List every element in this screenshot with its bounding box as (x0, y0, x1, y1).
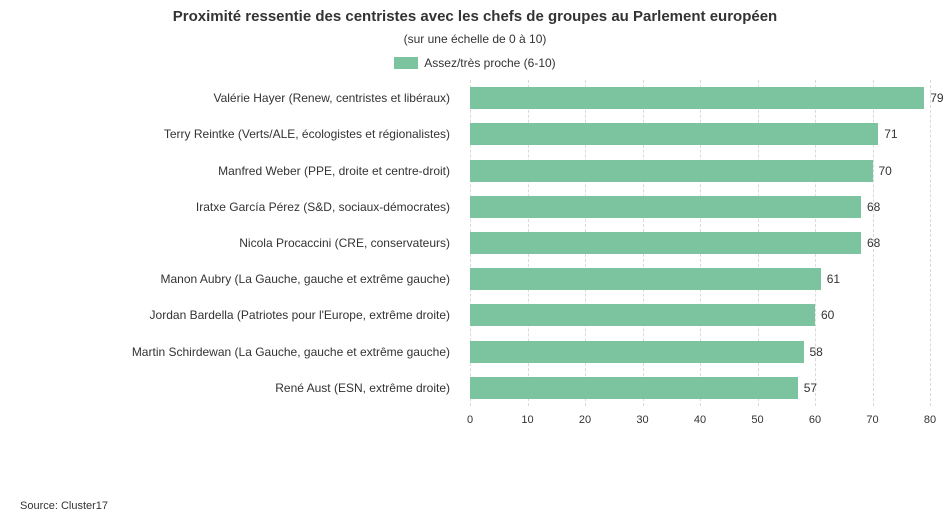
bar-row: 71 (470, 123, 930, 145)
bar-value-label: 79 (930, 91, 943, 105)
legend-swatch (394, 57, 418, 69)
bar-value-label: 68 (867, 236, 880, 250)
x-tick: 80 (924, 414, 936, 426)
bars: 79 71 70 68 68 61 60 58 57 (470, 80, 930, 406)
y-axis-category-label: Valérie Hayer (Renew, centristes et libé… (0, 87, 460, 109)
source-label: Source: Cluster17 (20, 500, 108, 512)
bar-row: 57 (470, 377, 930, 399)
bar-fill (470, 377, 798, 399)
x-tick: 20 (579, 414, 591, 426)
y-axis-category-label: Jordan Bardella (Patriotes pour l'Europe… (0, 304, 460, 326)
gridline (930, 80, 931, 406)
bar-value-label: 68 (867, 200, 880, 214)
legend: Assez/très proche (6-10) (0, 56, 950, 70)
legend-label: Assez/très proche (6-10) (424, 56, 555, 70)
x-tick: 70 (866, 414, 878, 426)
bar-row: 70 (470, 160, 930, 182)
bar-row: 68 (470, 232, 930, 254)
bar-fill (470, 87, 924, 109)
y-axis-category-label: Terry Reintke (Verts/ALE, écologistes et… (0, 123, 460, 145)
y-axis-category-label: Manfred Weber (PPE, droite et centre-dro… (0, 160, 460, 182)
bar-fill (470, 123, 878, 145)
bar-fill (470, 304, 815, 326)
y-axis-category-label: René Aust (ESN, extrême droite) (0, 377, 460, 399)
bar-row: 68 (470, 196, 930, 218)
chart-title: Proximité ressentie des centristes avec … (0, 8, 950, 25)
plot-area: 01020304050607080 797170686861605857 (470, 80, 930, 440)
bar-value-label: 57 (804, 381, 817, 395)
x-tick: 50 (751, 414, 763, 426)
bar-value-label: 61 (827, 272, 840, 286)
bar-row: 79 (470, 87, 930, 109)
y-axis-category-label: Iratxe García Pérez (S&D, sociaux-démocr… (0, 196, 460, 218)
bar-fill (470, 341, 804, 363)
chart-container: Proximité ressentie des centristes avec … (0, 0, 950, 516)
bar-fill (470, 268, 821, 290)
x-tick: 0 (467, 414, 473, 426)
x-tick: 10 (521, 414, 533, 426)
bar-value-label: 71 (884, 127, 897, 141)
y-axis-category-label: Martin Schirdewan (La Gauche, gauche et … (0, 341, 460, 363)
bar-value-label: 70 (879, 164, 892, 178)
x-tick: 40 (694, 414, 706, 426)
bar-fill (470, 232, 861, 254)
chart-subtitle: (sur une échelle de 0 à 10) (0, 32, 950, 46)
bar-value-label: 60 (821, 308, 834, 322)
y-axis-category-label: Manon Aubry (La Gauche, gauche et extrêm… (0, 268, 460, 290)
y-axis-labels: Valérie Hayer (Renew, centristes et libé… (0, 80, 460, 406)
bar-fill (470, 160, 873, 182)
bar-value-label: 58 (810, 345, 823, 359)
x-tick: 30 (636, 414, 648, 426)
bar-row: 58 (470, 341, 930, 363)
bar-row: 60 (470, 304, 930, 326)
bar-row: 61 (470, 268, 930, 290)
y-axis-category-label: Nicola Procaccini (CRE, conservateurs) (0, 232, 460, 254)
bar-fill (470, 196, 861, 218)
x-tick: 60 (809, 414, 821, 426)
